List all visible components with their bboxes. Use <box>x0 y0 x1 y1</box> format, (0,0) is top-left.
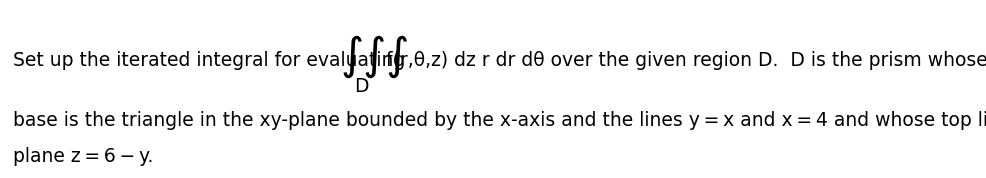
Text: Set up the iterated integral for evaluating: Set up the iterated integral for evaluat… <box>13 51 411 69</box>
Text: plane z = 6 − y.: plane z = 6 − y. <box>13 146 154 166</box>
Text: f(r,θ,z) dz r dr dθ over the given region D.  D is the prism whose: f(r,θ,z) dz r dr dθ over the given regio… <box>386 51 986 69</box>
Text: D: D <box>354 77 369 96</box>
Text: base is the triangle in the xy-plane bounded by the x-axis and the lines y = x a: base is the triangle in the xy-plane bou… <box>13 111 986 130</box>
Text: ∫∫∫: ∫∫∫ <box>340 35 409 77</box>
